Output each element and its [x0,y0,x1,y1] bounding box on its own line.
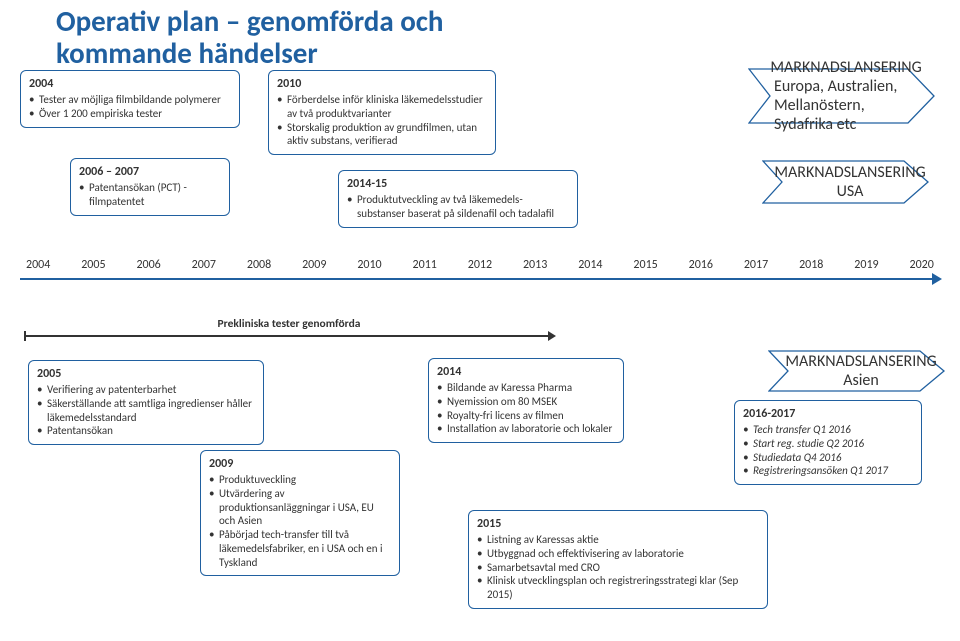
timeline-year: 2006 [136,258,160,272]
timeline-year: 2007 [192,258,216,272]
event-year: 2015 [477,517,759,531]
launch-chevron-eu: MARKNADSLANSERING Europa, Australien, Me… [748,68,936,124]
event-2014-15: 2014-15 Produktutveckling av två läkemed… [338,170,578,228]
event-year: 2014 [437,365,615,379]
timeline-year: 2008 [247,258,271,272]
timeline-year: 2010 [357,258,381,272]
event-2010: 2010 Förberdelse inför kliniska läkemede… [268,70,496,155]
event-item: Royalty-fri licens av filmen [437,409,615,423]
timeline-year: 2020 [910,258,934,272]
event-year: 2009 [209,457,391,471]
event-item: Patentansökan (PCT) - filmpatentet [79,181,221,209]
page-title: Operativ plan – genomförda och kommande … [56,6,444,70]
event-item: Registreringsansöken Q1 2017 [743,464,913,478]
event-item: Verifiering av patenterbarhet [37,383,255,397]
event-item: Utbyggnad och effektivisering av laborat… [477,547,759,561]
timeline-year: 2013 [523,258,547,272]
event-item: Produktuveckling [209,473,391,487]
event-year: 2010 [277,77,487,91]
event-item: Påbörjad tech-transfer till två läkemede… [209,528,391,569]
arrowhead-icon [932,273,942,285]
chevron-sub: Asien [843,371,879,390]
event-item: Klinisk utvecklingsplan och registrering… [477,574,759,602]
event-2006-2007: 2006 – 2007 Patentansökan (PCT) - filmpa… [70,158,230,216]
event-item: Start reg. studie Q2 2016 [743,437,913,451]
preclinical-subtimeline: Prekliniska tester genomförda [24,335,554,337]
timeline-year: 2014 [578,258,602,272]
event-year: 2006 – 2007 [79,165,221,179]
event-item: Över 1 200 empiriska tester [29,107,231,121]
arrowhead-icon [548,331,556,341]
event-2009: 2009 Produktuveckling Utvärdering av pro… [200,450,400,576]
timeline-year: 2018 [799,258,823,272]
chevron-header: MARKNADSLANSERING [770,58,921,77]
event-item: Produktutveckling av två läkemedels-subs… [347,193,569,221]
event-2016-2017: 2016-2017 Tech transfer Q1 2016 Start re… [734,400,922,485]
timeline-year: 2004 [26,258,50,272]
event-item: Förberdelse inför kliniska läkemedelsstu… [277,93,487,121]
event-item: Utvärdering av produktionsanläggningar i… [209,487,391,528]
title-line1: Operativ plan – genomförda och [56,3,444,39]
chevron-sub: USA [837,182,864,201]
timeline-year: 2011 [413,258,437,272]
timeline: 2004 2005 2006 2007 2008 2009 2010 2011 … [20,278,940,280]
event-item: Installation av laboratorie och lokaler [437,422,615,436]
event-item: Tester av möjliga filmbildande polymerer [29,93,231,107]
preclinical-label: Prekliniska tester genomförda [218,317,361,331]
chevron-sub: Europa, Australien, Mellanöstern, Sydafr… [774,77,918,134]
title-line2: kommande händelser [56,35,318,71]
chevron-header: MARKNADSLANSERING [785,352,936,371]
event-item: Patentansökan [37,424,255,438]
event-item: Bildande av Karessa Pharma [437,381,615,395]
event-item: Säkerställande att samtliga ingredienser… [37,397,255,425]
timeline-year: 2017 [744,258,768,272]
timeline-year: 2009 [302,258,326,272]
event-item: Listning av Karessas aktie [477,533,759,547]
event-2014-bottom: 2014 Bildande av Karessa Pharma Nyemissi… [428,358,624,443]
timeline-year: 2015 [633,258,657,272]
event-item: Storskalig produktion av grundfilmen, ut… [277,121,487,149]
event-year: 2014-15 [347,177,569,191]
timeline-year: 2016 [689,258,713,272]
event-item: Samarbetsavtal med CRO [477,561,759,575]
event-item: Nyemission om 80 MSEK [437,395,615,409]
event-2005: 2005 Verifiering av patenterbarhet Säker… [28,360,264,445]
event-item: Studiedata Q4 2016 [743,451,913,465]
event-2004: 2004 Tester av möjliga filmbildande poly… [20,70,240,128]
event-year: 2004 [29,77,231,91]
launch-chevron-usa: MARKNADSLANSERING USA [762,160,930,204]
timeline-years: 2004 2005 2006 2007 2008 2009 2010 2011 … [20,258,940,272]
timeline-year: 2005 [81,258,105,272]
event-year: 2005 [37,367,255,381]
timeline-year: 2012 [468,258,492,272]
launch-chevron-asia: MARKNADSLANSERING Asien [768,350,946,392]
timeline-year: 2019 [854,258,878,272]
event-year: 2016-2017 [743,407,913,421]
event-2015: 2015 Listning av Karessas aktie Utbyggna… [468,510,768,609]
event-item: Tech transfer Q1 2016 [743,423,913,437]
chevron-header: MARKNADSLANSERING [774,163,925,182]
